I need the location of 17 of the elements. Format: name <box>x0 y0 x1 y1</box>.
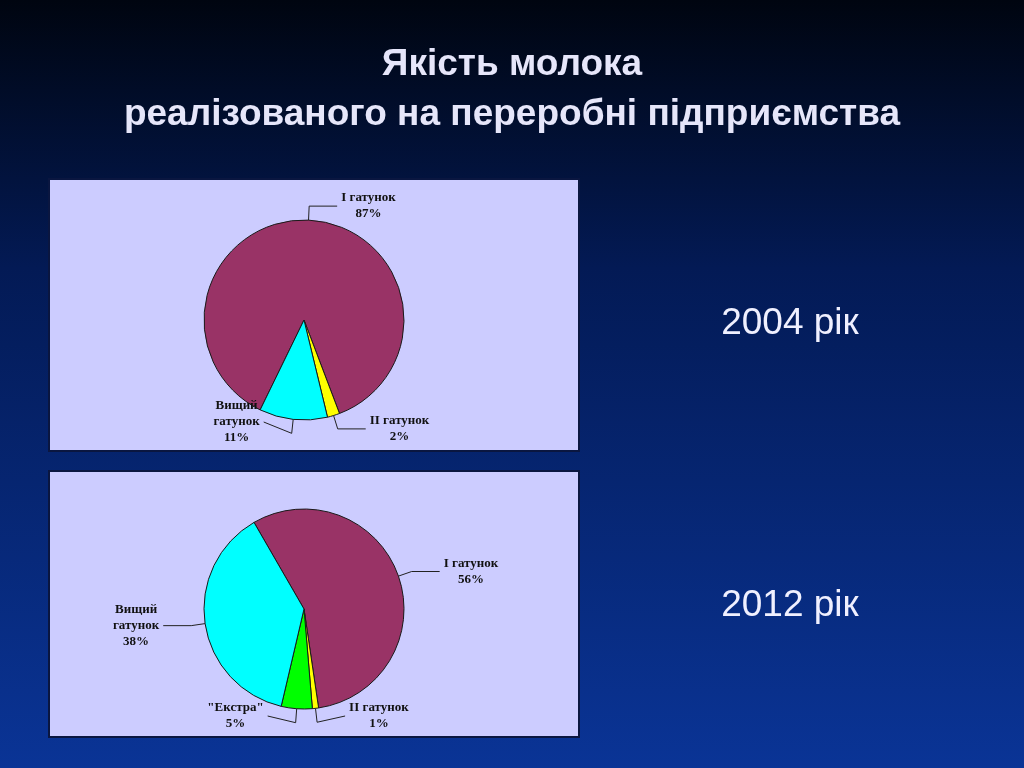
data-label: 38% <box>123 633 150 649</box>
data-label: 5% <box>225 715 246 731</box>
slice-label: ІІ гатунок <box>349 699 410 715</box>
data-label: 11% <box>223 429 250 445</box>
slice-label: "Екстра" <box>207 699 264 715</box>
text: 2004 рік <box>720 300 860 344</box>
data-label: 87% <box>355 205 382 221</box>
text: Якість молока реалізованого на переробні підприємства <box>122 41 902 135</box>
slice-label: ІІ гатунок <box>369 412 430 428</box>
data-label: 1% <box>369 715 389 731</box>
data-label: 2% <box>389 428 410 444</box>
slice-label: І гатунок <box>443 554 499 570</box>
data-label: 56% <box>457 570 484 586</box>
text: 2012 рік <box>720 582 860 626</box>
slice-label: Вищий гатунок <box>213 397 261 429</box>
slice-label: І гатунок <box>341 189 397 205</box>
slice-label: Вищий гатунок <box>112 601 160 633</box>
